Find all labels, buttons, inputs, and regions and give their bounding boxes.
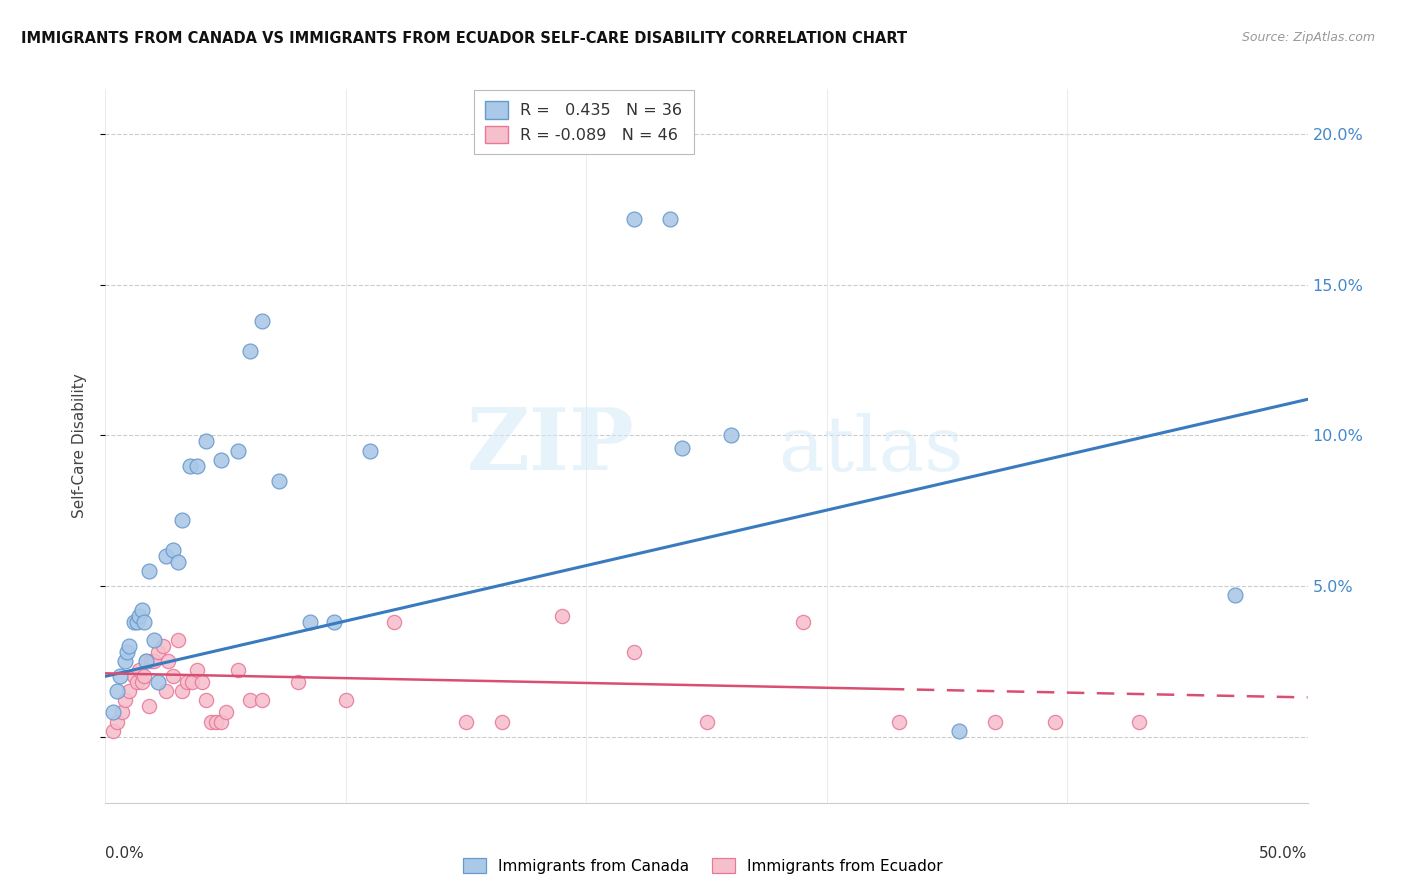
Point — [107, 714, 129, 729]
Point — [205, 714, 228, 729]
Point — [209, 714, 232, 729]
Y-axis label: Self-Care Disability: Self-Care Disability — [72, 374, 87, 518]
Point — [125, 615, 148, 629]
Point — [108, 669, 131, 683]
Point — [131, 675, 153, 690]
Point — [142, 654, 165, 668]
Point — [138, 699, 160, 714]
Point — [335, 693, 357, 707]
Point — [226, 443, 249, 458]
Point — [179, 458, 201, 473]
Point — [148, 675, 170, 690]
Point — [720, 428, 742, 442]
Point — [128, 663, 150, 677]
Point — [209, 452, 232, 467]
Point — [359, 443, 381, 458]
Point — [155, 549, 177, 563]
Point — [162, 669, 184, 683]
Point — [142, 633, 165, 648]
Point — [984, 714, 1007, 729]
Point — [226, 663, 249, 677]
Point — [124, 669, 146, 683]
Legend: R =   0.435   N = 36, R = -0.089   N = 46: R = 0.435 N = 36, R = -0.089 N = 46 — [474, 90, 693, 154]
Text: Source: ZipAtlas.com: Source: ZipAtlas.com — [1241, 31, 1375, 45]
Point — [382, 615, 405, 629]
Point — [172, 513, 194, 527]
Point — [181, 675, 204, 690]
Point — [139, 654, 162, 668]
Point — [195, 693, 218, 707]
Point — [132, 615, 155, 629]
Point — [551, 609, 574, 624]
Point — [454, 714, 477, 729]
Point — [214, 706, 236, 720]
Point — [696, 714, 718, 729]
Legend: Immigrants from Canada, Immigrants from Ecuador: Immigrants from Canada, Immigrants from … — [457, 852, 949, 880]
Point — [124, 615, 146, 629]
Point — [1225, 588, 1247, 602]
Point — [135, 654, 157, 668]
Point — [155, 684, 177, 698]
Point — [298, 615, 321, 629]
Point — [190, 675, 212, 690]
Point — [135, 654, 157, 668]
Text: 0.0%: 0.0% — [105, 846, 145, 861]
Point — [1128, 714, 1150, 729]
Point — [132, 669, 155, 683]
Text: atlas: atlas — [779, 413, 965, 486]
Point — [491, 714, 513, 729]
Point — [250, 314, 273, 328]
Point — [101, 706, 124, 720]
Point — [118, 684, 141, 698]
Point — [131, 603, 153, 617]
Point — [792, 615, 814, 629]
Point — [659, 211, 682, 226]
Point — [111, 706, 134, 720]
Point — [166, 555, 188, 569]
Point — [118, 639, 141, 653]
Point — [172, 684, 194, 698]
Point — [267, 474, 290, 488]
Text: ZIP: ZIP — [467, 404, 634, 488]
Point — [671, 441, 693, 455]
Point — [1043, 714, 1066, 729]
Point — [114, 654, 136, 668]
Point — [101, 723, 124, 738]
Point — [166, 633, 188, 648]
Point — [125, 675, 148, 690]
Point — [128, 609, 150, 624]
Point — [138, 564, 160, 578]
Point — [623, 211, 645, 226]
Point — [156, 654, 179, 668]
Point — [322, 615, 344, 629]
Point — [176, 675, 198, 690]
Point — [186, 663, 208, 677]
Point — [115, 645, 138, 659]
Point — [200, 714, 222, 729]
Point — [250, 693, 273, 707]
Point — [287, 675, 309, 690]
Text: 50.0%: 50.0% — [1260, 846, 1308, 861]
Point — [162, 542, 184, 557]
Point — [887, 714, 910, 729]
Point — [239, 693, 262, 707]
Point — [948, 723, 970, 738]
Point — [107, 684, 129, 698]
Point — [152, 639, 174, 653]
Text: IMMIGRANTS FROM CANADA VS IMMIGRANTS FROM ECUADOR SELF-CARE DISABILITY CORRELATI: IMMIGRANTS FROM CANADA VS IMMIGRANTS FRO… — [21, 31, 907, 46]
Point — [114, 693, 136, 707]
Point — [239, 344, 262, 359]
Point — [623, 645, 645, 659]
Point — [195, 434, 218, 449]
Point — [148, 645, 170, 659]
Point — [186, 458, 208, 473]
